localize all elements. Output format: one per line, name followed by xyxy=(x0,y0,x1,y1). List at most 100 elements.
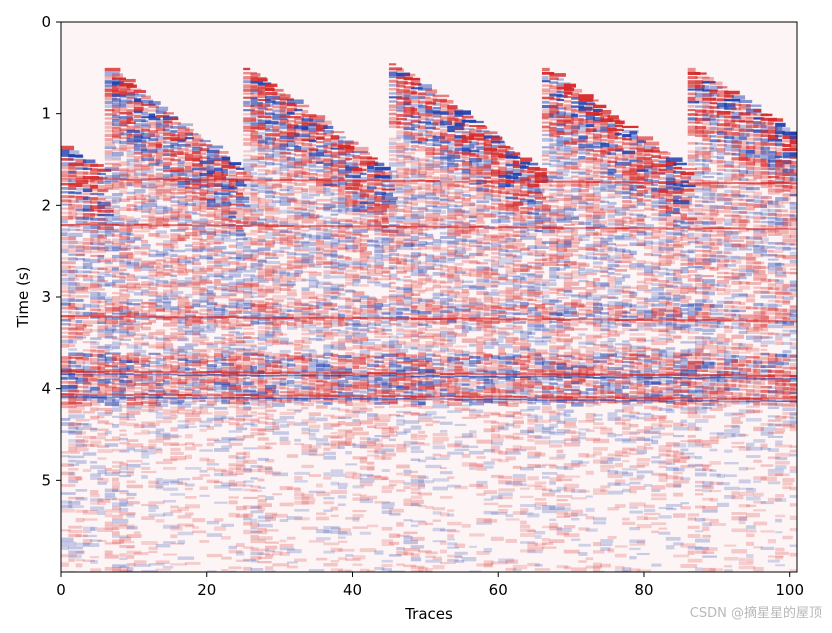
heatmap-cell xyxy=(272,423,280,427)
heatmap-cell xyxy=(243,319,254,322)
heatmap-cell xyxy=(447,204,458,208)
heatmap-cell xyxy=(359,473,374,477)
heatmap-cell xyxy=(403,411,420,415)
heatmap-cell xyxy=(323,435,339,438)
heatmap-cell xyxy=(330,308,338,311)
heatmap-cell xyxy=(279,217,289,223)
heatmap-cell xyxy=(199,238,208,242)
heatmap-cell xyxy=(170,390,180,393)
heatmap-cell xyxy=(90,502,100,505)
heatmap-cell xyxy=(403,444,411,448)
heatmap-cell xyxy=(104,298,113,303)
heatmap-cell xyxy=(235,464,246,469)
heatmap-cell xyxy=(490,301,500,304)
heatmap-cell xyxy=(250,229,262,233)
heatmap-cell xyxy=(257,515,274,519)
heatmap-cell xyxy=(439,302,450,306)
heatmap-cell xyxy=(141,169,154,174)
heatmap-cell xyxy=(90,304,100,308)
heatmap-cell xyxy=(454,560,465,563)
heatmap-cell xyxy=(483,312,498,317)
heatmap-cell xyxy=(527,307,538,312)
heatmap-cell xyxy=(170,126,187,129)
heatmap-cell xyxy=(184,343,199,347)
heatmap-cell xyxy=(527,199,536,205)
heatmap-cell xyxy=(352,311,361,315)
heatmap-cell xyxy=(425,456,436,460)
heatmap-cell xyxy=(235,320,243,324)
heatmap-cell xyxy=(141,541,158,545)
heatmap-cell xyxy=(418,381,434,386)
heatmap-cell xyxy=(330,131,345,134)
heatmap-cell xyxy=(272,311,286,315)
heatmap-cell xyxy=(505,361,519,365)
heatmap-cell xyxy=(469,450,484,455)
heatmap-cell xyxy=(257,470,274,473)
heatmap-cell xyxy=(337,288,354,292)
heatmap-cell xyxy=(454,135,466,139)
heatmap-cell xyxy=(148,163,160,166)
heatmap-cell xyxy=(163,438,171,441)
heatmap-cell xyxy=(410,124,421,128)
heatmap-cell xyxy=(505,295,521,300)
heatmap-cell xyxy=(323,241,340,245)
heatmap-cell xyxy=(192,526,200,529)
heatmap-cell xyxy=(112,465,122,468)
heatmap-cell xyxy=(410,446,421,450)
heatmap-cell xyxy=(214,250,222,254)
heatmap-cell xyxy=(272,109,286,113)
heatmap-cell xyxy=(119,227,132,232)
heatmap-cell xyxy=(294,129,309,132)
heatmap-cell xyxy=(512,218,526,222)
heatmap-cell xyxy=(126,100,143,105)
heatmap-cell xyxy=(418,405,434,409)
heatmap-cell xyxy=(148,274,158,277)
heatmap-cell xyxy=(403,279,418,283)
heatmap-cell xyxy=(97,242,106,246)
heatmap-cell xyxy=(279,440,291,446)
heatmap-cell xyxy=(90,395,99,398)
heatmap-cell xyxy=(184,524,195,528)
heatmap-cell xyxy=(352,196,365,200)
heatmap-cell xyxy=(301,378,309,381)
heatmap-cell xyxy=(235,266,247,271)
heatmap-cell xyxy=(316,417,328,422)
heatmap-cell xyxy=(359,275,371,280)
heatmap-cell xyxy=(265,496,274,500)
heatmap-cell xyxy=(388,125,400,129)
heatmap-cell xyxy=(192,320,204,325)
heatmap-cell xyxy=(250,176,266,181)
heatmap-cell xyxy=(410,87,423,90)
heatmap-cell xyxy=(352,250,365,253)
heatmap-cell xyxy=(352,431,369,436)
heatmap-cell xyxy=(381,456,392,460)
plot-area xyxy=(61,22,797,572)
heatmap-cell xyxy=(126,397,137,402)
heatmap-cell xyxy=(104,216,120,221)
heatmap-cell xyxy=(308,387,320,391)
heatmap-cell xyxy=(403,275,411,278)
heatmap-cell xyxy=(228,170,236,174)
heatmap-cell xyxy=(133,156,144,160)
heatmap-cell xyxy=(286,454,299,458)
heatmap-cell xyxy=(520,532,535,537)
heatmap-cell xyxy=(476,278,490,283)
heatmap-cell xyxy=(235,225,243,230)
heatmap-cell xyxy=(352,225,361,230)
heatmap-cell xyxy=(323,443,337,447)
heatmap-cell xyxy=(90,242,105,246)
heatmap-cell xyxy=(461,144,475,149)
heatmap-cell xyxy=(418,170,427,176)
heatmap-cell xyxy=(90,164,104,167)
heatmap-cell xyxy=(148,480,160,485)
heatmap-cell xyxy=(206,252,219,257)
heatmap-cell xyxy=(337,235,351,239)
heatmap-cell xyxy=(184,198,194,202)
heatmap-cell xyxy=(520,219,528,223)
heatmap-cell xyxy=(192,361,209,364)
heatmap-cell xyxy=(330,514,339,518)
heatmap-cell xyxy=(432,284,441,289)
heatmap-cell xyxy=(330,217,338,222)
heatmap-cell xyxy=(199,189,209,193)
heatmap-cell xyxy=(126,286,142,291)
